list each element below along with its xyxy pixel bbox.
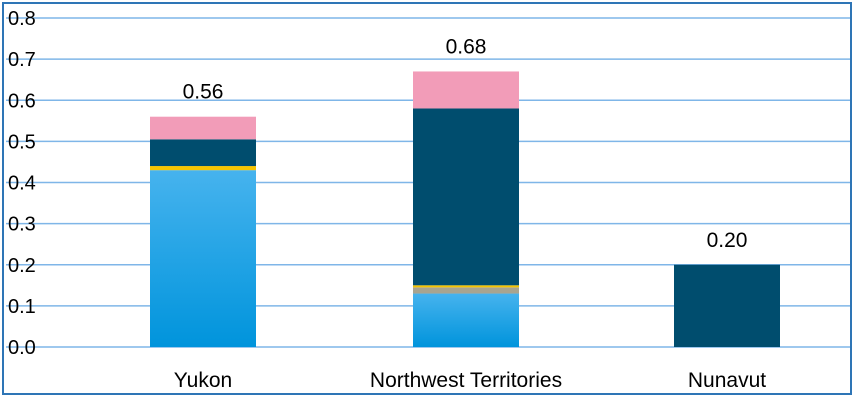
y-tick-label: 0.7: [8, 49, 36, 71]
y-tick-label: 0.5: [8, 131, 36, 153]
bar-segment: [413, 71, 519, 109]
bar-segment: [413, 285, 519, 288]
data-label: 0.68: [446, 35, 487, 58]
bar-segment: [150, 166, 256, 171]
bar-segment: [674, 264, 780, 347]
bars: [150, 71, 780, 347]
y-tick-label: 0.8: [8, 8, 36, 30]
bar-segment: [150, 139, 256, 167]
x-category-label: Northwest Territories: [370, 369, 562, 392]
x-category-label: Yukon: [174, 369, 232, 392]
bar-segment: [150, 170, 256, 347]
bar-segment: [413, 287, 519, 294]
data-labels: 0.56 0.68 0.20: [183, 35, 748, 251]
x-axis-categories: Yukon Northwest Territories Nunavut: [174, 369, 766, 392]
y-tick-label: 0.6: [8, 90, 36, 112]
bar-segment: [413, 108, 519, 286]
data-label: 0.20: [707, 229, 748, 252]
y-tick-label: 0.2: [8, 255, 36, 277]
y-tick-label: 0.1: [8, 296, 36, 318]
y-tick-label: 0.0: [8, 337, 36, 359]
data-label: 0.56: [183, 81, 224, 104]
bar-segment: [150, 116, 256, 140]
bar-segment: [413, 293, 519, 347]
y-tick-label: 0.4: [8, 173, 36, 195]
x-category-label: Nunavut: [688, 369, 766, 392]
y-axis-ticks: 0.0 0.1 0.2 0.3 0.4 0.5 0.6 0.7 0.8: [8, 8, 36, 359]
y-tick-label: 0.3: [8, 214, 36, 236]
